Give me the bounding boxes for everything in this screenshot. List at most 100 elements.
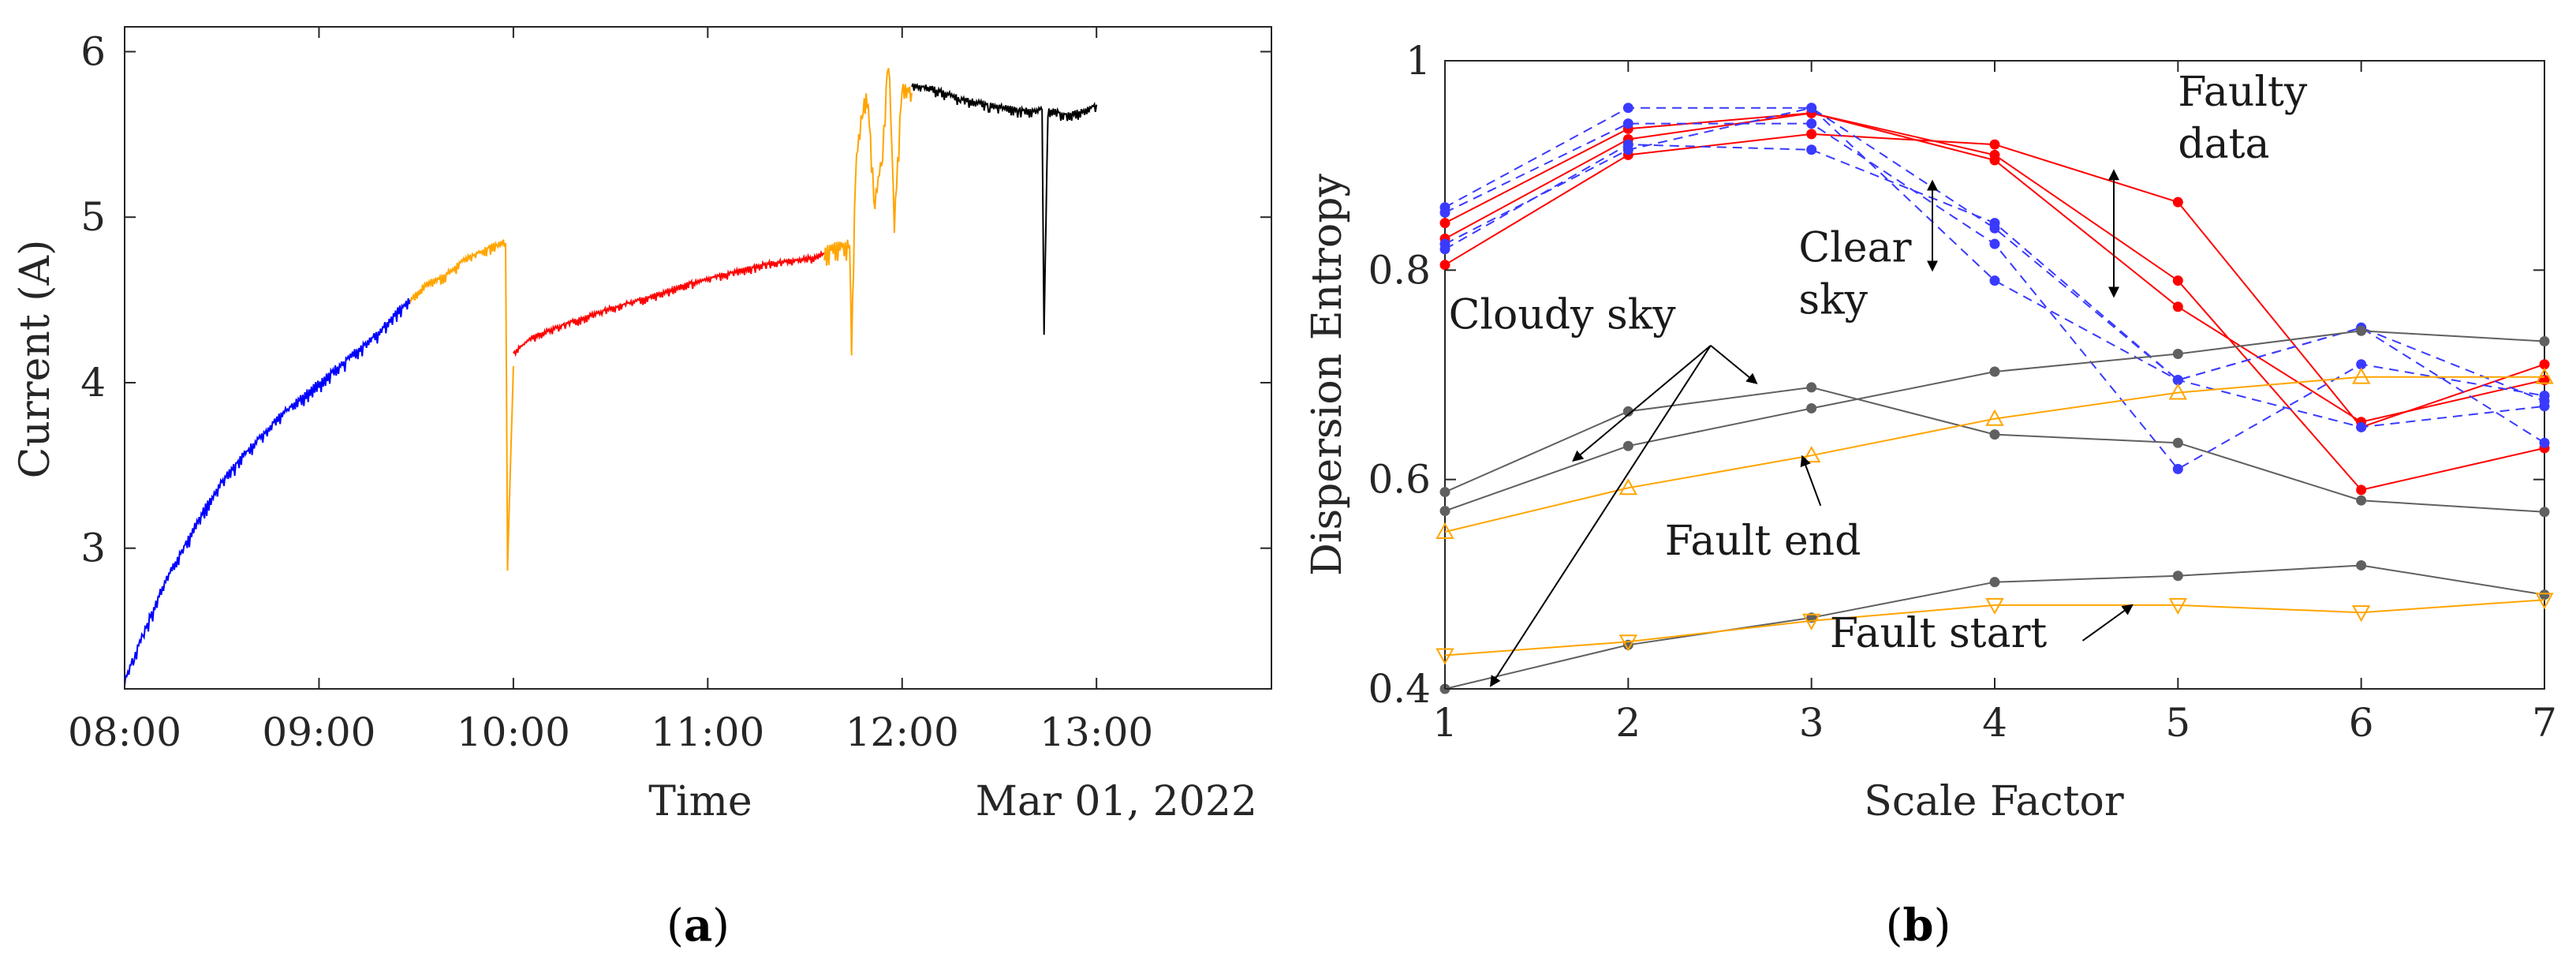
panel-a-x-tick-label: 09:00	[262, 709, 375, 755]
panel-b-point-clear-sky-3	[1989, 275, 2000, 286]
panel-b-point-cloudy-sky-2	[2539, 336, 2550, 347]
panel-a-date-label: Mar 01, 2022	[976, 778, 1257, 825]
panel-b-point-clear-sky-1	[2539, 437, 2550, 448]
panel-b-point-faulty-data-3	[1989, 155, 2000, 166]
panel-b-point-fault-start	[2168, 597, 2188, 615]
panel-b-point-clear-sky-4	[1806, 144, 1817, 155]
panel-b-point-clear-sky-2	[1439, 207, 1450, 218]
panel-b-arrow-cloudy	[1572, 345, 1712, 462]
panel-a-y-tick-label: 3	[80, 526, 106, 571]
panel-b-line-fault-start	[1444, 599, 2545, 657]
panel-b-point-fault-start	[1801, 613, 1821, 630]
panel-b-y-tick-label: 1	[1406, 38, 1431, 84]
panel-a-x-tick-label: 08:00	[68, 709, 181, 755]
panel-b-annotation-faulty: data	[2178, 121, 2269, 168]
panel-b-point-cloudy-sky-2	[1806, 402, 1817, 413]
panel-b-annotations: Faulty data Clear sky Cloudy sky Fault end Fau…	[1449, 69, 2308, 687]
panel-b-x-tick-label: 4	[1982, 700, 2007, 746]
panel-b-point-clear-sky-2	[2356, 359, 2367, 370]
panel-b-x-tick-label: 6	[2349, 700, 2374, 746]
panel-b-point-fault-end	[2168, 383, 2188, 400]
panel-a-caption: (a)	[666, 900, 730, 952]
panel-b-x-tick-label: 5	[2165, 700, 2190, 746]
panel-b-line-cloudy-sky-1	[1444, 386, 2545, 513]
panel-a-line-segment-4	[823, 68, 913, 356]
panel-b-point-cloudy-sky-3	[2539, 589, 2550, 600]
panel-a-line-segment-5	[911, 82, 1098, 335]
panel-a-caption-letter: a	[684, 900, 712, 952]
panel-b-point-cloudy-sky-2	[1989, 366, 2000, 377]
panel-b-arrow-cloudy	[1489, 345, 1712, 687]
panel-b-point-clear-sky-4	[2539, 395, 2550, 406]
panel-a-axes-box	[124, 26, 1272, 690]
panel-b-caption-letter: b	[1902, 900, 1933, 952]
panel-b-x-tick-label: 2	[1615, 700, 1641, 746]
panel-b-point-clear-sky-2	[2172, 463, 2183, 474]
panel-a-x-tick-label: 11:00	[651, 709, 764, 755]
panel-b-point-faulty-data-1	[1989, 139, 2000, 150]
panel-b-point-cloudy-sky-3	[1989, 577, 2000, 588]
panel-b-point-clear-sky-4	[2172, 375, 2183, 386]
panel-b-point-fault-end	[2535, 367, 2554, 384]
panel-b-annotation-clear: Clear	[1798, 225, 1911, 272]
panel-b-arrow-fault-end	[1800, 455, 1822, 507]
panel-b-point-cloudy-sky-1	[1989, 429, 2000, 440]
panel-b-annotation-faulty: Faulty	[2178, 69, 2308, 116]
panel-b-point-fault-end	[2351, 367, 2371, 384]
panel-b-point-cloudy-sky-1	[2539, 507, 2550, 518]
panel-b-point-clear-sky-3	[1806, 103, 1817, 114]
panel-b-caption: (b)	[1886, 900, 1951, 952]
panel-a-y-tick-label: 5	[80, 194, 106, 240]
panel-b-annotation-fault-start: Fault start	[1830, 610, 2048, 657]
panel-a-line-segment-3	[513, 249, 825, 357]
panel-b-x-tick-label: 1	[1432, 700, 1458, 746]
panel-b-point-clear-sky-2	[1622, 118, 1633, 129]
panel-b-x-tick-label: 7	[2532, 700, 2557, 746]
panel-b-point-fault-start	[1435, 648, 1454, 665]
panel-b-point-cloudy-sky-2	[2172, 348, 2183, 359]
panel-b-point-cloudy-sky-1	[2172, 437, 2183, 448]
panel-b-annotation-fault-end: Fault end	[1665, 518, 1861, 565]
panel-b-line-clear-sky-4	[1444, 144, 2545, 402]
panel-b-point-cloudy-sky-3	[2356, 559, 2367, 571]
panel-b-point-clear-sky-4	[1439, 244, 1450, 255]
panel-b-point-faulty-data-2	[2356, 484, 2367, 496]
panel-b-y-tick-label: 0.8	[1368, 247, 1431, 293]
panel-b-point-cloudy-sky-1	[2356, 495, 2367, 506]
panel-a-line-segment-1	[124, 297, 412, 687]
panel-b-point-faulty-data-1	[2539, 359, 2550, 370]
panel-b-series-group	[1435, 103, 2554, 694]
panel-b-point-fault-start	[2351, 605, 2371, 623]
panel-b-point-clear-sky-2	[1806, 118, 1817, 129]
panel-b-arrow-fault-start	[2081, 604, 2134, 642]
panel-b-point-clear-sky-4	[1622, 139, 1633, 150]
panel-b-annotation-clear: sky	[1798, 277, 1868, 324]
panel-b-ticks: 1 2 3 4 5 6 7 0.4 0.6 0.8 1	[1368, 38, 2556, 746]
panel-b-point-cloudy-sky-1	[1622, 406, 1633, 417]
panel-b-x-tick-label: 3	[1799, 700, 1824, 746]
panel-a-x-tick-label: 12:00	[846, 709, 959, 755]
panel-b-point-cloudy-sky-2	[1439, 505, 1450, 516]
panel-b-y-tick-label: 0.4	[1368, 666, 1431, 712]
panel-b-point-fault-start	[1618, 634, 1638, 652]
panel-b-point-faulty-data-2	[2172, 275, 2183, 286]
panel-b-point-clear-sky-1	[1622, 103, 1633, 114]
panel-b-point-faulty-data-1	[2172, 196, 2183, 208]
panel-b-point-fault-end	[1801, 446, 1821, 463]
panel-b-point-faulty-data-1	[1439, 260, 1450, 271]
panel-a-series-group	[124, 68, 1098, 687]
panel-b-y-tick-label: 0.6	[1368, 457, 1431, 503]
panel-b-point-cloudy-sky-2	[1622, 440, 1633, 451]
panel-b-point-faulty-data-3	[2172, 301, 2183, 312]
panel-b-point-clear-sky-2	[1989, 238, 2000, 249]
panel-b-point-cloudy-sky-1	[1439, 487, 1450, 498]
panel-b-y-axis-label: Dispersion Entropy	[1304, 174, 1351, 576]
panel-a-line-segment-2	[409, 239, 514, 571]
panel-b-point-fault-start	[1985, 597, 2004, 615]
panel-a-x-tick-label: 10:00	[457, 709, 570, 755]
panel-b-point-fault-end	[1618, 478, 1638, 496]
panel-b-point-fault-start	[2535, 593, 2554, 610]
panel-b-annotation-cloudy: Cloudy sky	[1449, 292, 1677, 339]
